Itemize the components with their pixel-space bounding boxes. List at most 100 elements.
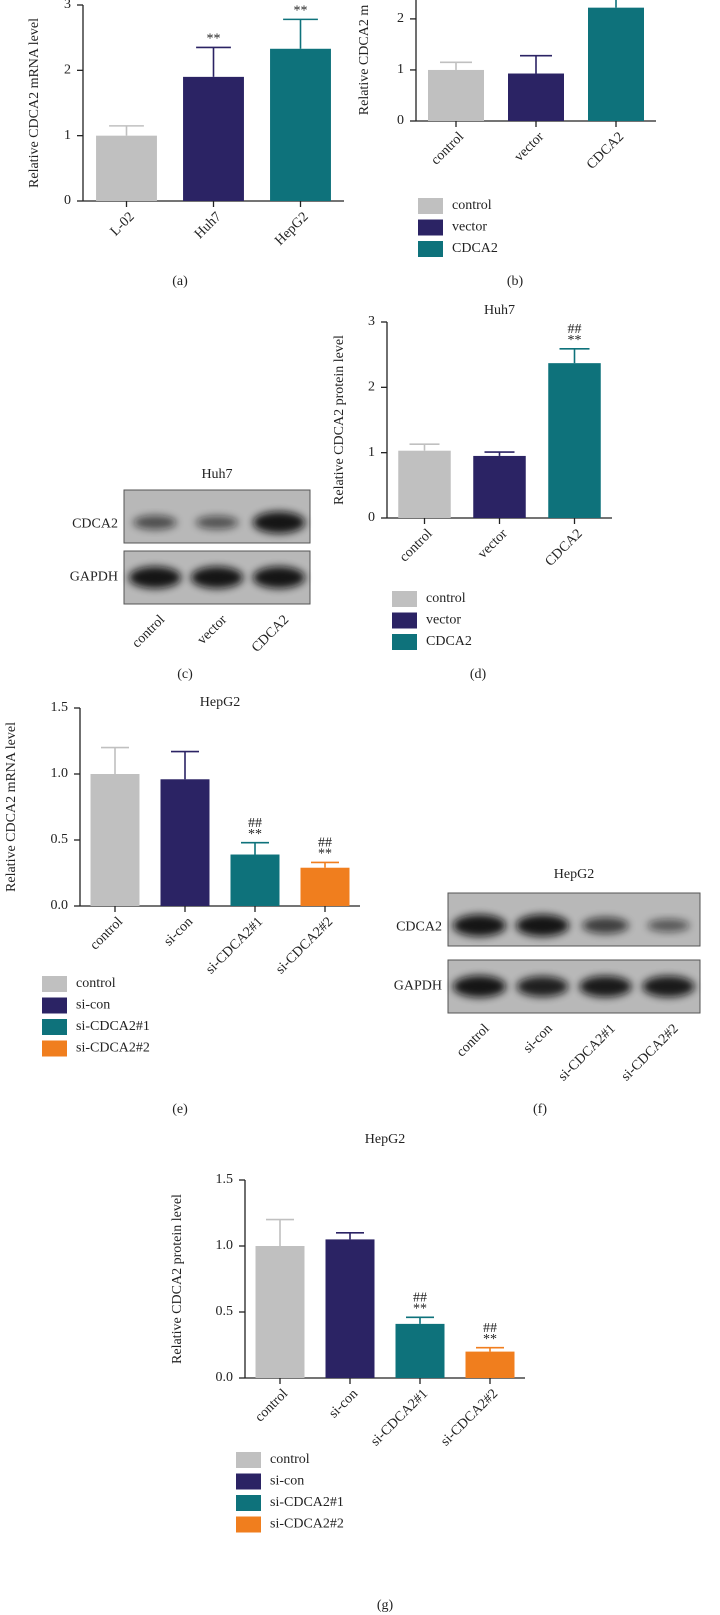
legend-label: control — [426, 591, 466, 606]
y-tick-label: 1 — [397, 62, 404, 77]
x-tick-label: Huh7 — [192, 209, 225, 242]
blot-column-label: CDCA2 — [249, 612, 292, 655]
legend-swatch — [392, 612, 417, 629]
blot-band — [516, 976, 569, 997]
blot-band — [582, 917, 629, 934]
y-tick-label: 0 — [368, 510, 375, 525]
blot-band — [579, 975, 632, 998]
bar — [255, 1246, 305, 1378]
chart-title: Huh7 — [484, 303, 515, 318]
bar — [230, 854, 280, 906]
legend-label: si-CDCA2#1 — [76, 1019, 150, 1034]
blot-band — [252, 566, 306, 589]
chart-title: HepG2 — [365, 1132, 405, 1147]
legend-label: vector — [426, 613, 461, 628]
legend-swatch — [418, 241, 443, 257]
y-axis-label: Relative CDCA2 protein level — [170, 1194, 185, 1364]
bar — [325, 1239, 375, 1378]
y-tick-label: 1.5 — [51, 700, 69, 715]
bar — [270, 48, 331, 202]
significance-label: ## — [413, 1290, 427, 1305]
y-tick-label: 1.5 — [216, 1172, 234, 1187]
significance-label: ## — [248, 816, 262, 831]
y-tick-label: 0.5 — [51, 832, 69, 847]
y-tick-label: 3 — [64, 0, 71, 12]
legend-label: control — [452, 198, 492, 213]
bar — [548, 363, 601, 518]
significance-label: ## — [318, 836, 332, 851]
x-tick-label: CDCA2 — [543, 526, 586, 569]
legend-label: si-CDCA2#1 — [270, 1495, 344, 1510]
legend-label: vector — [452, 220, 487, 235]
chart-title: HepG2 — [200, 695, 240, 710]
blot-band — [453, 914, 506, 937]
legend-swatch — [418, 198, 443, 214]
y-tick-label: 1 — [64, 128, 71, 143]
blot-title: HepG2 — [554, 867, 594, 882]
y-tick-label: 0 — [64, 193, 71, 208]
bar — [183, 76, 244, 201]
y-axis-label: Relative CDCA2 protein level — [332, 335, 347, 505]
blot-column-label: control — [454, 1021, 493, 1060]
legend-label: si-con — [270, 1474, 304, 1489]
x-tick-label: si-con — [161, 914, 196, 949]
blot-column-label: si-CDCA2#2 — [619, 1021, 682, 1084]
blot-title: Huh7 — [201, 467, 232, 482]
blot-column-label: control — [129, 612, 168, 651]
blot-row-label: CDCA2 — [72, 517, 118, 532]
x-tick-label: L-02 — [108, 209, 138, 239]
blot-row-label: GAPDH — [70, 570, 118, 585]
x-tick-label: si-CDCA2#1 — [203, 914, 266, 977]
bar — [465, 1351, 515, 1378]
x-tick-label: CDCA2 — [584, 129, 627, 172]
blot-row-label: GAPDH — [394, 979, 442, 994]
x-tick-label: control — [87, 914, 126, 953]
y-tick-label: 2 — [64, 63, 71, 78]
x-tick-label: vector — [475, 526, 511, 562]
legend-label: si-CDCA2#2 — [270, 1517, 344, 1532]
y-tick-label: 1.0 — [51, 766, 69, 781]
x-tick-label: si-con — [326, 1386, 361, 1421]
bar — [300, 867, 350, 906]
x-tick-label: control — [397, 526, 436, 565]
y-axis-label: Relative CDCA2 mRNA level — [27, 18, 42, 188]
legend-swatch — [42, 1040, 67, 1057]
panel-caption: (f) — [533, 1102, 547, 1117]
blot-band — [516, 914, 569, 937]
significance-label: ** — [207, 32, 221, 47]
blot-band — [453, 975, 506, 998]
y-tick-label: 0.5 — [216, 1304, 234, 1319]
y-tick-label: 0.0 — [216, 1370, 234, 1385]
x-tick-label: control — [428, 129, 467, 168]
panel-caption: (d) — [470, 667, 487, 682]
x-tick-label: vector — [512, 129, 548, 165]
panel-caption: (e) — [172, 1102, 188, 1117]
bar — [588, 7, 644, 122]
bar — [428, 69, 484, 121]
significance-label: ** — [413, 1301, 427, 1316]
significance-label: ** — [483, 1332, 497, 1347]
bar — [160, 779, 210, 906]
blot-column-label: vector — [195, 612, 231, 648]
blot-band — [642, 975, 695, 998]
y-axis-label: Relative CDCA2 mRNA level — [4, 722, 19, 892]
significance-label: ** — [294, 4, 308, 19]
legend-swatch — [236, 1516, 261, 1533]
bar — [90, 774, 140, 906]
legend-swatch — [392, 634, 417, 650]
x-tick-label: control — [252, 1386, 291, 1425]
y-tick-label: 1 — [368, 445, 375, 460]
blot-column-label: si-con — [521, 1021, 556, 1056]
blot-row-label: CDCA2 — [396, 920, 442, 935]
legend-swatch — [42, 997, 67, 1014]
significance-label: ## — [568, 322, 582, 337]
x-tick-label: si-CDCA2#2 — [438, 1386, 501, 1449]
legend-label: control — [76, 976, 116, 991]
significance-label: ** — [568, 333, 582, 348]
legend-label: control — [270, 1452, 310, 1467]
panel-caption: (g) — [377, 1598, 394, 1613]
y-tick-label: 1.0 — [216, 1238, 234, 1253]
x-tick-label: HepG2 — [272, 209, 311, 248]
y-tick-label: 2 — [397, 11, 404, 26]
